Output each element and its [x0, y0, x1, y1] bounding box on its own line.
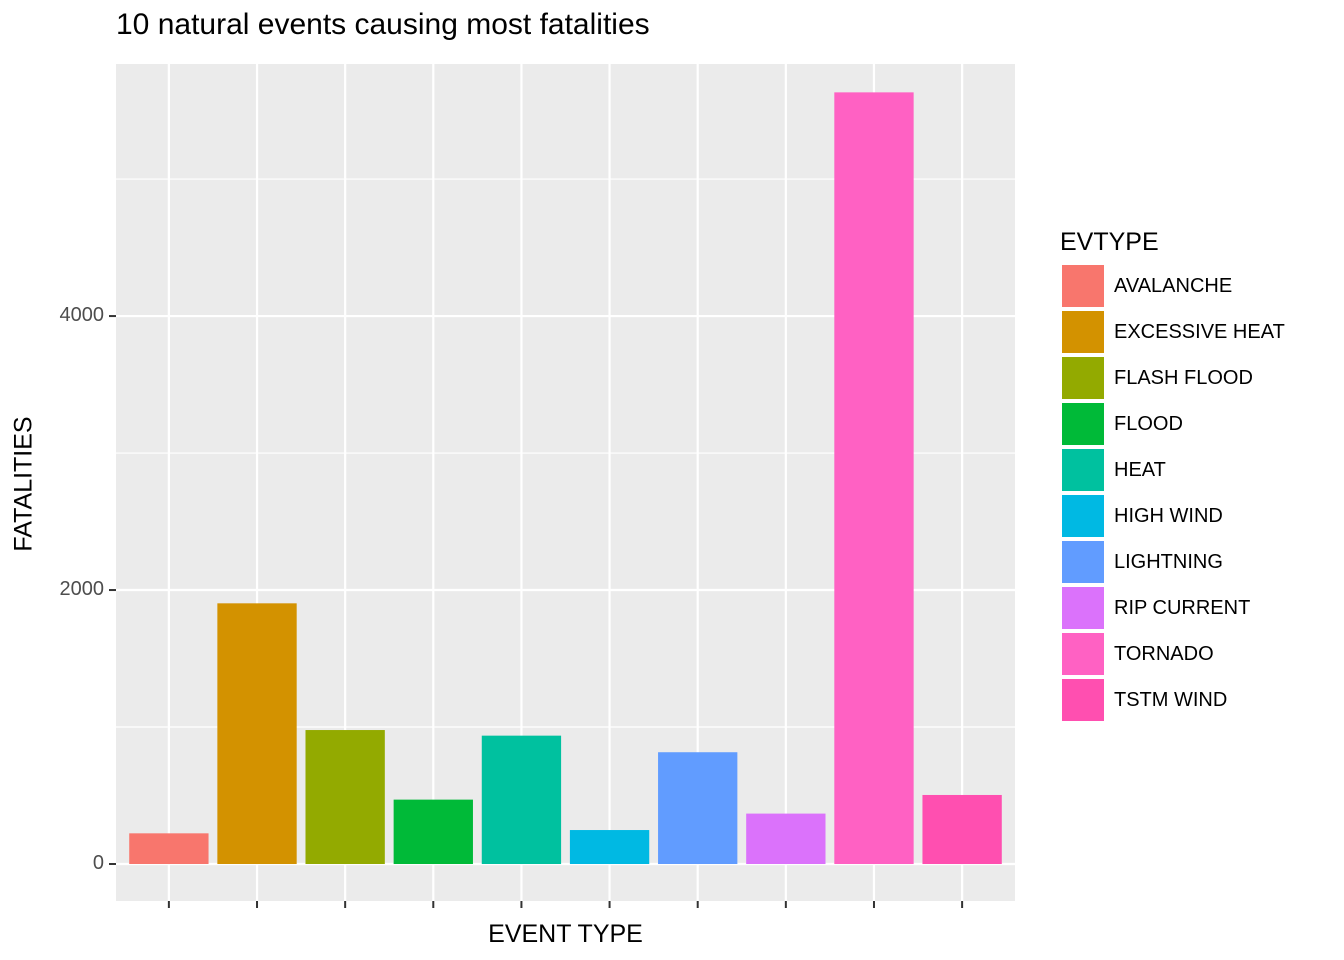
legend-key [1062, 633, 1104, 675]
y-axis-label: FATALITIES [9, 416, 38, 552]
legend-label: EXCESSIVE HEAT [1114, 320, 1285, 343]
bar-flash-flood [305, 730, 385, 865]
legend-item: TSTM WIND [1060, 677, 1285, 723]
bar-high-wind [569, 830, 650, 865]
y-tick-label: 4000 [59, 304, 105, 327]
bar-tstm-wind [922, 794, 1002, 865]
legend-label: TSTM WIND [1114, 688, 1228, 711]
bar-heat [481, 735, 562, 865]
legend-key [1062, 541, 1104, 583]
legend-title: EVTYPE [1060, 228, 1159, 256]
legend-label: RIP CURRENT [1114, 596, 1251, 619]
bar-excessive-heat [217, 603, 297, 865]
bar-flood [393, 799, 473, 865]
legend-label: HEAT [1114, 458, 1166, 481]
legend-key [1062, 357, 1104, 399]
bar-tornado [834, 92, 914, 865]
legend-label: LIGHTNING [1114, 550, 1223, 573]
legend-key [1062, 311, 1104, 353]
legend-item: AVALANCHE [1060, 263, 1285, 309]
legend-label: AVALANCHE [1114, 274, 1233, 297]
legend-label: FLOOD [1114, 412, 1183, 435]
y-tick-label: 2000 [59, 578, 105, 601]
bar-avalanche [129, 833, 209, 865]
legend-item: HIGH WIND [1060, 493, 1285, 539]
chart-title: 10 natural events causing most fatalitie… [116, 8, 650, 41]
legend-item: EXCESSIVE HEAT [1060, 309, 1285, 355]
legend-key [1062, 679, 1104, 721]
y-tick-label: 0 [92, 852, 104, 874]
bars [129, 92, 1002, 865]
legend: EVTYPE AVALANCHE EXCESSIVE HEAT FLASH FLOO… [1060, 228, 1285, 723]
legend-item: HEAT [1060, 447, 1285, 493]
bar-lightning [658, 752, 738, 865]
legend-key [1062, 587, 1104, 629]
axis-ticks [109, 315, 964, 908]
legend-label: HIGH WIND [1114, 504, 1223, 527]
legend-item: RIP CURRENT [1060, 585, 1285, 631]
legend-key [1062, 403, 1104, 445]
legend-key [1062, 495, 1104, 537]
legend-items: AVALANCHE EXCESSIVE HEAT FLASH FLOOD FLOOD H… [1060, 263, 1285, 723]
legend-item: TORNADO [1060, 631, 1285, 677]
legend-item: FLASH FLOOD [1060, 355, 1285, 401]
legend-key [1062, 449, 1104, 491]
x-axis-label: EVENT TYPE [488, 920, 643, 948]
legend-item: LIGHTNING [1060, 539, 1285, 585]
legend-label: FLASH FLOOD [1114, 366, 1253, 389]
legend-label: TORNADO [1114, 642, 1214, 665]
legend-item: FLOOD [1060, 401, 1285, 447]
bar-rip-current [746, 813, 826, 865]
legend-key [1062, 265, 1104, 307]
